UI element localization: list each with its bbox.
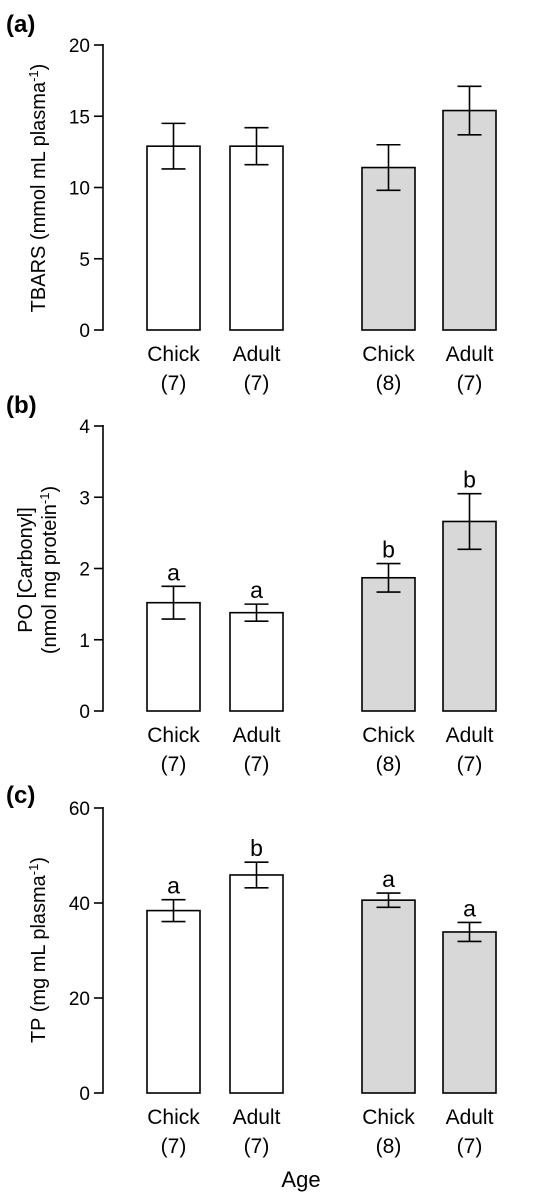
y-axis-title-c: TP (mg mL plasma-1)	[26, 857, 51, 1043]
category-labels-b: Chick (7) Adult (7) Chick (8) Adult (7)	[147, 724, 493, 776]
y-tick-label: 0	[79, 702, 90, 723]
category-label: Chick	[147, 343, 200, 366]
significance-letter: b	[250, 835, 263, 861]
significance-letters-c: a b a a	[167, 835, 476, 921]
sample-size-label: (7)	[161, 753, 187, 776]
category-label: Adult	[233, 1106, 281, 1129]
bar	[442, 109, 497, 331]
sample-size-label: (8)	[376, 753, 402, 776]
sample-size-label: (7)	[244, 372, 270, 395]
y-tick-label: 2	[79, 560, 90, 581]
significance-letter: a	[382, 866, 395, 892]
bar	[229, 145, 284, 331]
y-tick-label: 60	[69, 799, 90, 820]
bar	[146, 909, 201, 1094]
y-tick-label: 15	[69, 107, 90, 128]
error-bars-a	[161, 85, 482, 192]
y-axis-ticks-a: 0 5 10 15 20	[69, 36, 103, 342]
y-tick-label: 0	[79, 321, 90, 342]
bar	[361, 166, 416, 331]
bar	[229, 611, 284, 712]
significance-letter: b	[463, 467, 476, 493]
category-labels-a: Chick (7) Adult (7) Chick (8) Adult (7)	[147, 343, 493, 395]
y-tick-label: 5	[79, 250, 90, 271]
category-label: Chick	[362, 343, 415, 366]
sample-size-label: (8)	[376, 372, 402, 395]
bar	[146, 601, 201, 712]
sample-size-label: (7)	[457, 1135, 483, 1158]
panel-a: (a) TBARS (mmol mL plasma-1) 0 5 10 15 20 Ch…	[6, 11, 497, 395]
y-tick-label: 0	[79, 1084, 90, 1105]
y-axis-title-a: TBARS (mmol mL plasma-1)	[26, 64, 51, 313]
category-label: Chick	[147, 724, 200, 747]
y-axis-title-b-line2: (nmol mg protein-1)	[37, 486, 62, 654]
sample-size-label: (7)	[244, 753, 270, 776]
bars-b	[146, 520, 497, 712]
bars-c	[146, 874, 497, 1094]
significance-letter: b	[382, 537, 395, 563]
y-tick-label: 40	[69, 894, 90, 915]
error-bars-b	[161, 492, 482, 623]
y-tick-label: 3	[79, 488, 90, 509]
sample-size-label: (8)	[376, 1135, 402, 1158]
panel-label-a: (a)	[6, 11, 35, 38]
category-label: Adult	[446, 343, 494, 366]
category-labels-c: Chick (7) Adult (7) Chick (8) Adult (7)	[147, 1106, 493, 1158]
error-bars-c	[161, 861, 482, 943]
y-axis-title-b-line1: PO [Carbonyl]	[15, 507, 37, 633]
bars-a	[146, 109, 497, 331]
significance-letters-b: a a b b	[167, 467, 476, 603]
y-tick-label: 20	[69, 989, 90, 1010]
bar	[146, 145, 201, 331]
x-axis-title: Age	[281, 1167, 320, 1192]
category-label: Adult	[446, 724, 494, 747]
sample-size-label: (7)	[457, 753, 483, 776]
category-label: Adult	[233, 724, 281, 747]
bar	[442, 520, 497, 712]
y-tick-label: 10	[69, 179, 90, 200]
significance-letter: a	[250, 577, 263, 603]
category-label: Adult	[446, 1106, 494, 1129]
significance-letter: a	[167, 873, 180, 899]
y-axis-ticks-c: 0 20 40 60	[69, 799, 103, 1105]
sample-size-label: (7)	[161, 1135, 187, 1158]
sample-size-label: (7)	[457, 372, 483, 395]
category-label: Chick	[362, 724, 415, 747]
significance-letter: a	[167, 559, 180, 585]
panel-label-b: (b)	[6, 392, 37, 419]
bar	[361, 899, 416, 1094]
y-axis-ticks-b: 0 1 2 3 4	[79, 417, 103, 723]
bar	[229, 874, 284, 1094]
panel-b: (b) PO [Carbonyl] (nmol mg protein-1) 0 1…	[6, 392, 497, 776]
panel-label-c: (c)	[6, 782, 35, 809]
category-label: Chick	[147, 1106, 200, 1129]
category-label: Adult	[233, 343, 281, 366]
panel-c: (c) TP (mg mL plasma-1) 0 20 40 60 a b a a Chi…	[6, 782, 497, 1158]
bar	[361, 576, 416, 712]
category-label: Chick	[362, 1106, 415, 1129]
sample-size-label: (7)	[161, 372, 187, 395]
significance-letter: a	[463, 895, 476, 921]
y-tick-label: 1	[79, 631, 90, 652]
y-tick-label: 4	[79, 417, 90, 438]
sample-size-label: (7)	[244, 1135, 270, 1158]
y-tick-label: 20	[69, 36, 90, 57]
bar	[442, 931, 497, 1094]
